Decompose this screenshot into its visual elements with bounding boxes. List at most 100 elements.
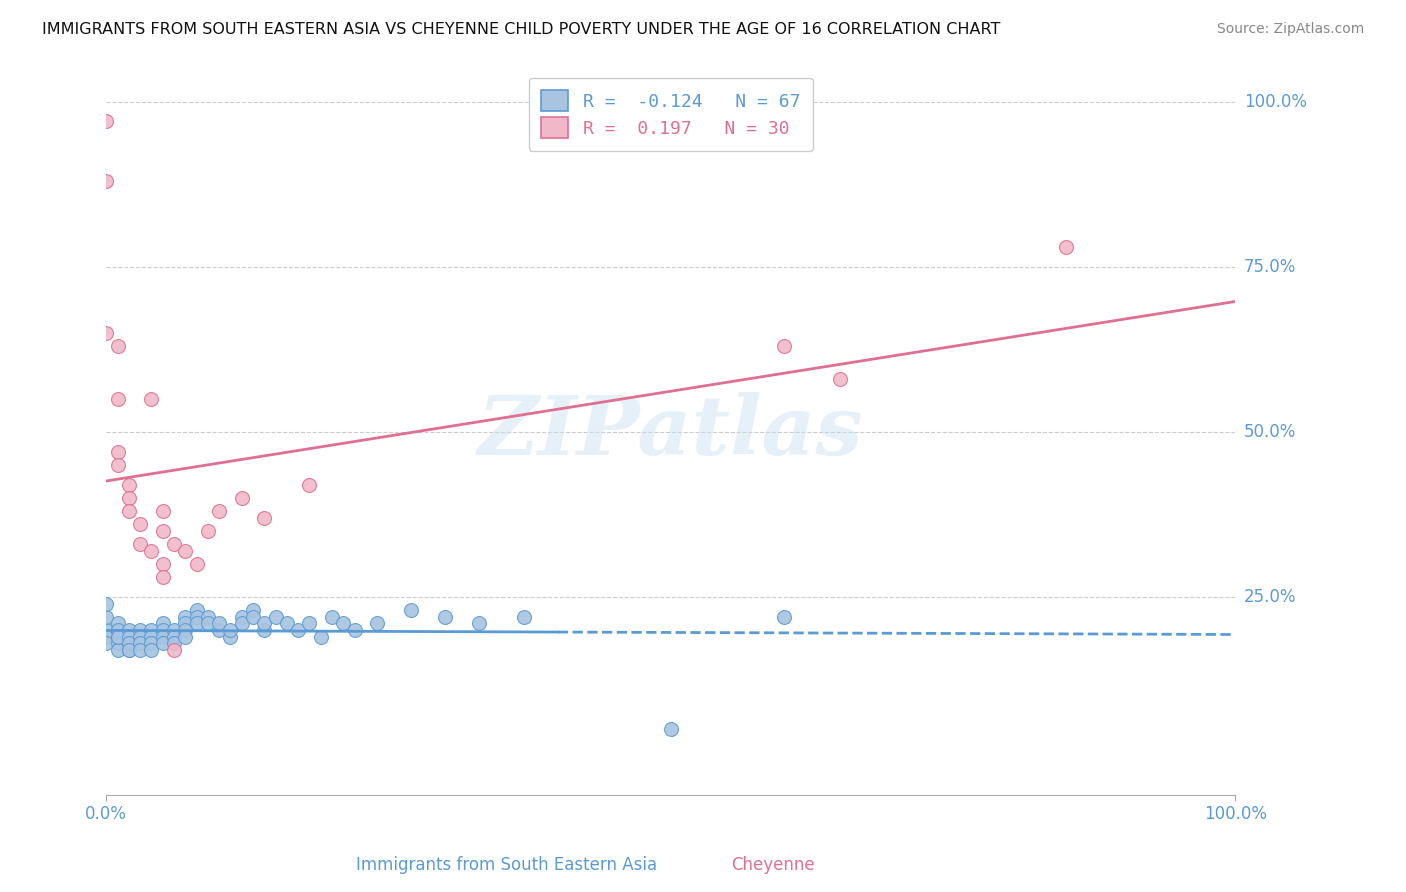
Point [129, 630, 152, 644]
Point [96, 114, 118, 128]
Point [197, 616, 219, 631]
Point [298, 477, 321, 491]
Point [118, 630, 141, 644]
Point [276, 616, 298, 631]
Point [152, 570, 174, 584]
Text: Source: ZipAtlas.com: Source: ZipAtlas.com [1216, 22, 1364, 37]
Point [118, 491, 141, 505]
Point [141, 642, 163, 657]
Point [468, 616, 491, 631]
Point [163, 537, 186, 551]
Point [107, 616, 129, 631]
Point [129, 636, 152, 650]
Point [208, 623, 231, 637]
Point [96, 636, 118, 650]
Point [107, 392, 129, 406]
Point [152, 524, 174, 538]
Point [118, 477, 141, 491]
Point [152, 557, 174, 571]
Point [366, 616, 388, 631]
Point [96, 630, 118, 644]
Text: ZIPatlas: ZIPatlas [478, 392, 863, 472]
Point [231, 616, 253, 631]
Point [107, 458, 129, 472]
Point [197, 609, 219, 624]
Point [107, 623, 129, 637]
Point [231, 609, 253, 624]
Point [186, 616, 208, 631]
Legend: R =  -0.124   N = 67, R =  0.197   N = 30: R = -0.124 N = 67, R = 0.197 N = 30 [529, 78, 813, 151]
Point [129, 642, 152, 657]
Point [1054, 240, 1077, 254]
Point [343, 623, 366, 637]
Point [174, 616, 197, 631]
Point [186, 609, 208, 624]
Point [253, 616, 276, 631]
Point [141, 630, 163, 644]
Point [163, 642, 186, 657]
Point [152, 616, 174, 631]
Point [830, 372, 852, 386]
Text: 25.0%: 25.0% [1244, 588, 1296, 606]
Point [107, 642, 129, 657]
Point [152, 623, 174, 637]
Point [287, 623, 309, 637]
Point [118, 504, 141, 518]
Point [118, 636, 141, 650]
Point [772, 339, 794, 353]
Text: 100.0%: 100.0% [1244, 93, 1306, 111]
Point [107, 444, 129, 458]
Point [96, 174, 118, 188]
Point [309, 630, 332, 644]
Point [186, 603, 208, 617]
Point [107, 630, 129, 644]
Point [253, 510, 276, 524]
Point [174, 623, 197, 637]
Point [96, 609, 118, 624]
Point [152, 636, 174, 650]
Text: Immigrants from South Eastern Asia: Immigrants from South Eastern Asia [356, 855, 657, 873]
Point [107, 339, 129, 353]
Point [186, 557, 208, 571]
Point [152, 630, 174, 644]
Point [513, 609, 536, 624]
Point [107, 636, 129, 650]
Point [208, 504, 231, 518]
Point [107, 630, 129, 644]
Point [129, 517, 152, 532]
Point [129, 537, 152, 551]
Point [141, 392, 163, 406]
Point [659, 722, 682, 736]
Text: 50.0%: 50.0% [1244, 423, 1296, 441]
Point [163, 636, 186, 650]
Point [219, 630, 242, 644]
Point [141, 623, 163, 637]
Point [96, 326, 118, 340]
Point [264, 609, 287, 624]
Text: Cheyenne: Cheyenne [731, 855, 815, 873]
Point [163, 630, 186, 644]
Point [321, 609, 343, 624]
Point [399, 603, 422, 617]
Point [118, 623, 141, 637]
Point [163, 623, 186, 637]
Point [96, 597, 118, 611]
Point [253, 623, 276, 637]
Point [96, 623, 118, 637]
Point [107, 623, 129, 637]
Point [174, 543, 197, 558]
Point [231, 491, 253, 505]
Point [242, 603, 264, 617]
Point [118, 636, 141, 650]
Point [433, 609, 456, 624]
Point [141, 543, 163, 558]
Point [242, 609, 264, 624]
Point [208, 616, 231, 631]
Point [129, 623, 152, 637]
Point [298, 616, 321, 631]
Point [332, 616, 354, 631]
Text: 75.0%: 75.0% [1244, 258, 1296, 276]
Point [197, 524, 219, 538]
Point [118, 642, 141, 657]
Point [118, 642, 141, 657]
